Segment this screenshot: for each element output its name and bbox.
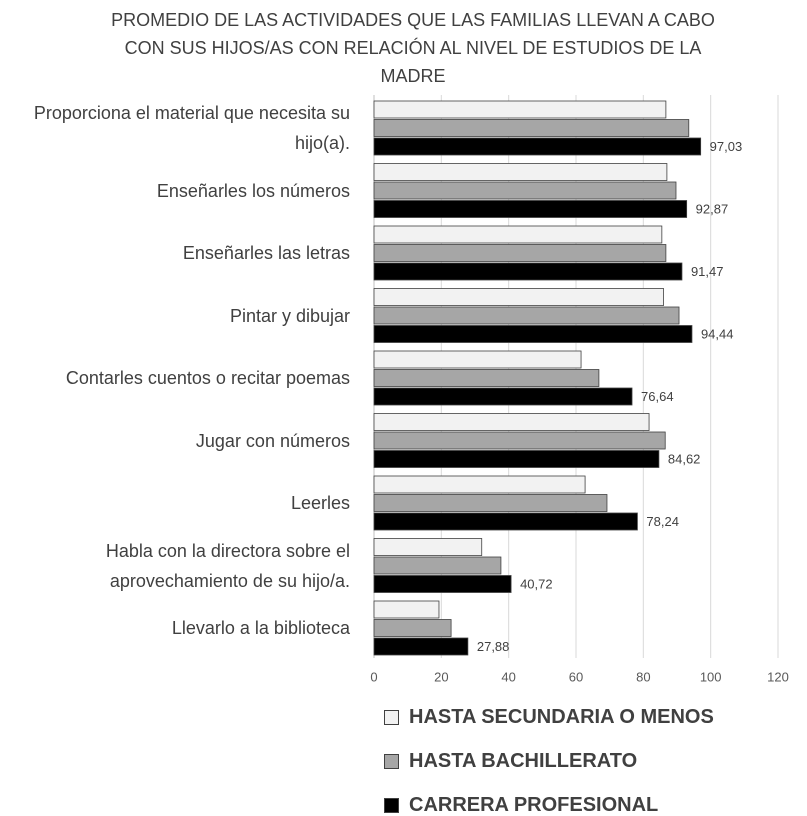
legend-item: CARRERA PROFESIONAL (384, 794, 658, 816)
category-label: Contarles cuentos o recitar poemas (65, 368, 350, 388)
x-tick-label: 60 (569, 669, 583, 684)
bar (373, 262, 683, 281)
data-label: 94,44 (701, 326, 734, 341)
data-label: 27,88 (477, 639, 510, 654)
bar (373, 556, 502, 575)
bar (373, 494, 608, 512)
x-tick-label: 0 (370, 669, 377, 684)
bar (373, 619, 452, 637)
bar (373, 450, 660, 468)
category-label: Habla con la directora sobre el aprovech… (105, 540, 350, 591)
bar (373, 306, 680, 325)
legend-swatch (384, 798, 399, 813)
category-label: Proporciona el material que necesita su … (33, 103, 350, 153)
bar (373, 387, 633, 406)
bar (373, 325, 693, 343)
legend-item: HASTA SECUNDARIA O MENOS (384, 706, 714, 729)
legend-swatch (384, 754, 399, 769)
bar (373, 137, 702, 156)
x-tick-label: 100 (700, 669, 722, 684)
legend-label: CARRERA PROFESIONAL (409, 794, 659, 816)
bar (373, 413, 650, 431)
bar (373, 431, 666, 450)
bar (373, 225, 663, 244)
bar (373, 288, 664, 306)
x-tick-label: 40 (501, 669, 515, 684)
data-label: 91,47 (691, 264, 724, 279)
data-label: 40,72 (520, 576, 553, 591)
data-label: 97,03 (710, 139, 743, 154)
legend-label: HASTA BACHILLERATO (409, 750, 638, 772)
bar (373, 512, 638, 531)
bar (373, 200, 688, 218)
bar (373, 181, 677, 200)
legend-label: HASTA SECUNDARIA O MENOS (409, 706, 714, 728)
bar (373, 350, 582, 369)
bar (373, 575, 512, 593)
data-label: 92,87 (696, 201, 729, 216)
x-tick-label: 80 (636, 669, 650, 684)
legend-swatch (384, 710, 399, 725)
data-label: 76,64 (641, 389, 674, 404)
category-label: Enseñarles las letras (182, 243, 350, 263)
bar (373, 475, 586, 494)
bar (373, 244, 667, 262)
category-label: Pintar y dibujar (229, 305, 350, 326)
legend-item: HASTA BACHILLERATO (384, 750, 637, 773)
bar (373, 163, 668, 181)
bar (373, 637, 469, 656)
bar (373, 100, 667, 119)
category-label: Llevarlo a la biblioteca (171, 618, 350, 638)
bar (373, 538, 483, 556)
bar (373, 600, 440, 619)
x-tick-label: 120 (767, 669, 789, 684)
data-label: 84,62 (668, 451, 701, 466)
category-label: Enseñarles los números (156, 180, 350, 201)
data-label: 78,24 (646, 514, 679, 529)
x-tick-label: 20 (434, 669, 448, 684)
bar (373, 119, 690, 137)
category-label: Leerles (290, 493, 350, 513)
chart-title: PROMEDIO DE LAS ACTIVIDADES QUE LAS FAMI… (111, 10, 715, 86)
category-label: Jugar con números (195, 430, 350, 451)
bar (373, 369, 600, 387)
